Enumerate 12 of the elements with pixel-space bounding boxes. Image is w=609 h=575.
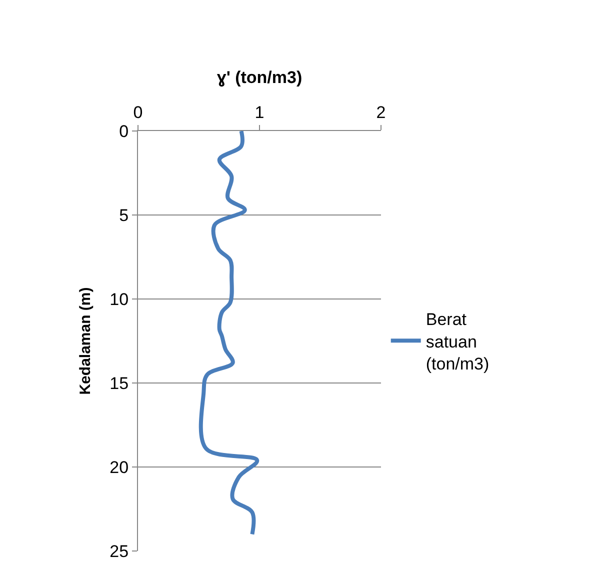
x-axis-title: ɣ' (ton/m3): [216, 68, 302, 87]
x-tick-label: 0: [133, 103, 143, 122]
y-tick-label: 10: [110, 290, 129, 309]
y-tick-label: 25: [110, 542, 129, 561]
y-tick-label: 0: [119, 122, 129, 141]
x-tick-label: 1: [254, 103, 264, 122]
x-tick-label: 2: [376, 103, 386, 122]
y-tick-label: 15: [110, 374, 129, 393]
y-tick-label: 5: [119, 206, 129, 225]
y-axis-title: Kedalaman (m): [76, 287, 94, 395]
y-tick-label: 20: [110, 458, 129, 477]
legend-label: Berat satuan (ton/m3): [426, 310, 490, 374]
